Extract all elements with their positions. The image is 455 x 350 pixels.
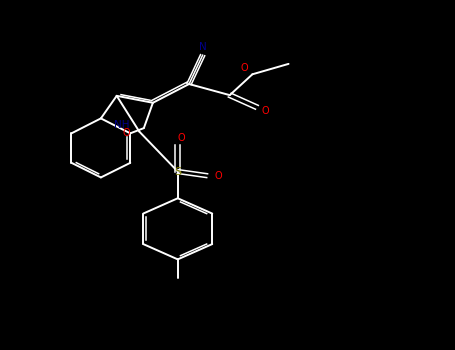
Text: N: N bbox=[199, 42, 207, 51]
Text: O: O bbox=[123, 128, 131, 138]
Text: O: O bbox=[240, 63, 248, 73]
Text: O: O bbox=[215, 171, 222, 181]
Text: S: S bbox=[174, 167, 182, 176]
Text: O: O bbox=[261, 106, 269, 117]
Text: O: O bbox=[177, 133, 185, 143]
Text: NH: NH bbox=[114, 120, 130, 130]
